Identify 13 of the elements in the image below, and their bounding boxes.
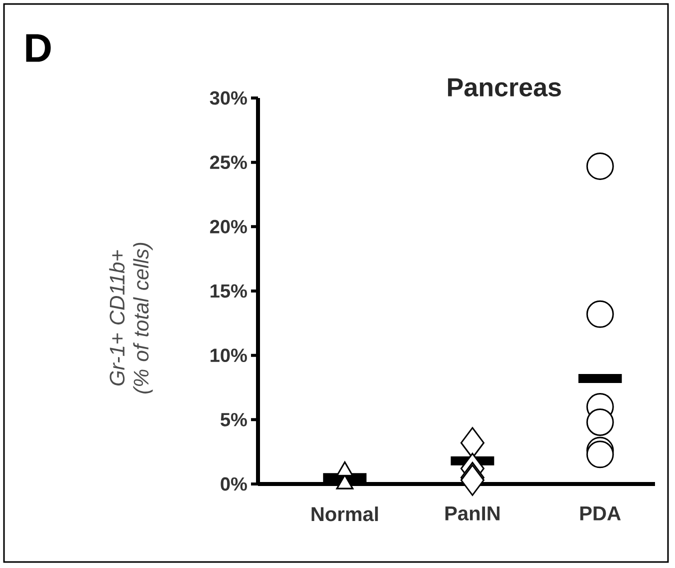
y-tick-label: 25% (210, 156, 247, 170)
chart-title: Pancreas (448, 78, 561, 96)
y-axis-title: Gr-1+ CD11b+ (% of total cells) (109, 242, 153, 394)
y-tick-label: 30% (210, 91, 247, 105)
x-tick-label: Normal (312, 506, 378, 522)
y-tick-label: 10% (210, 348, 247, 362)
text: D (26, 34, 51, 62)
y-tick-label: 5% (220, 412, 247, 426)
y-tick-label: 0% (220, 477, 247, 491)
y-tick-label: 15% (210, 284, 247, 298)
y-tick-label: 20% (210, 220, 247, 234)
x-tick-label: PanIN (445, 506, 500, 520)
x-tick-label: PDA (580, 506, 621, 520)
